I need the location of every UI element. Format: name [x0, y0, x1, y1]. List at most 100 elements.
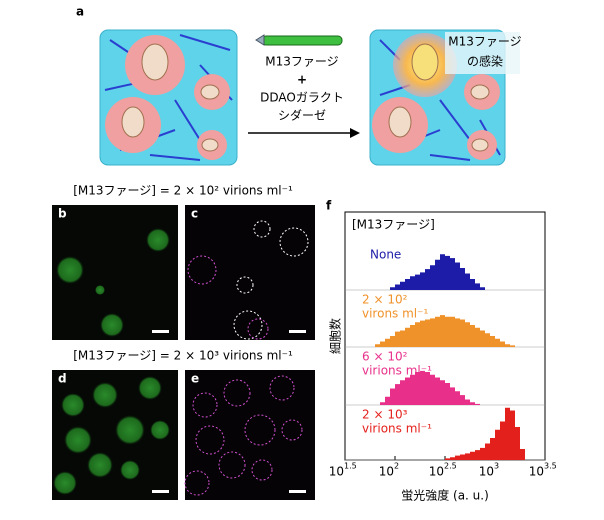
hist-bar	[410, 325, 415, 347]
hist-bar	[390, 388, 395, 405]
infection-text: M13ファージ	[448, 35, 521, 49]
hist-bar	[395, 284, 400, 290]
hist-bar	[445, 255, 450, 290]
hist-bar	[470, 451, 475, 460]
hist-bar	[490, 438, 495, 460]
panel-title: [M13ファージ] = 2 × 10² virions ml⁻¹	[73, 184, 293, 198]
hist-bar	[505, 407, 510, 460]
hist-bar	[490, 336, 495, 347]
hist-bar	[420, 272, 425, 290]
hist-bar	[455, 318, 460, 347]
hist-bar	[400, 281, 405, 290]
hist-bar	[480, 447, 485, 460]
hist-bar	[480, 287, 485, 290]
hist-bar	[395, 384, 400, 405]
hist-bar	[500, 341, 505, 347]
panel-title: [M13ファージ] = 2 × 10³ virions ml⁻¹	[73, 349, 293, 363]
hist-bar	[420, 370, 425, 405]
hist-bar	[380, 402, 385, 405]
hist-bar	[440, 380, 445, 405]
hist-bar	[435, 259, 440, 290]
hist-bar	[435, 316, 440, 347]
culture-left	[99, 29, 238, 166]
hist-bar	[495, 338, 500, 347]
hist-bar	[485, 443, 490, 460]
panel-letter: e	[191, 372, 199, 386]
reagent-text: DDAOガラクト	[260, 91, 344, 105]
hist-bar	[425, 372, 430, 405]
hist-bar	[445, 383, 450, 405]
hist-bar	[455, 262, 460, 290]
x-tick-label: 10	[479, 465, 494, 479]
hist-bar	[420, 320, 425, 347]
hist-bar	[410, 374, 415, 405]
hist-bar	[450, 387, 455, 405]
series-label: virons ml⁻¹	[362, 307, 428, 321]
hist-bar	[440, 254, 445, 290]
hist-bar	[470, 402, 475, 405]
plus-text: +	[297, 73, 307, 87]
micrograph-d	[52, 370, 178, 500]
x-tick-exponent: 2	[394, 462, 399, 471]
hist-bar	[375, 344, 380, 347]
x-tick-exponent: 1.5	[344, 462, 357, 471]
hist-bar	[460, 454, 465, 460]
micrograph-b	[52, 205, 178, 340]
hist-bar	[405, 377, 410, 405]
hist-bar	[415, 372, 420, 405]
hist-bar	[475, 450, 480, 460]
hist-bar	[430, 265, 435, 290]
hist-bar	[405, 279, 410, 290]
hist-bar	[460, 319, 465, 347]
hist-bar	[475, 283, 480, 290]
panel-letter: d	[58, 372, 67, 386]
x-tick-label: 10	[529, 465, 544, 479]
hist-bar	[475, 327, 480, 347]
hist-bar	[450, 457, 455, 460]
hist-bar	[440, 315, 445, 347]
hist-bar	[425, 269, 430, 290]
hist-bar	[505, 344, 510, 347]
infection-text: の感染	[467, 54, 503, 69]
x-axis-label: 蛍光強度 (a. u.)	[401, 488, 489, 503]
hist-bar	[515, 427, 520, 460]
hist-bar	[415, 322, 420, 347]
hist-bar	[395, 331, 400, 347]
series-label: None	[370, 248, 401, 262]
hist-bar	[495, 429, 500, 460]
x-tick-label: 10	[379, 465, 394, 479]
hist-bar	[425, 319, 430, 347]
hist-bar	[455, 391, 460, 405]
hist-bar	[475, 403, 480, 405]
reagent-text: M13ファージ	[265, 55, 338, 69]
micrograph-e	[184, 370, 315, 500]
culture-right	[369, 29, 520, 166]
hist-bar	[500, 421, 505, 460]
hist-bar	[390, 287, 395, 290]
hist-bar	[470, 325, 475, 347]
hist-bar	[385, 338, 390, 347]
hist-bar	[415, 274, 420, 290]
hist-bar	[445, 316, 450, 347]
x-tick-exponent: 3	[494, 462, 499, 471]
x-tick-label: 10	[329, 465, 344, 479]
series-label: 2 × 10²	[362, 293, 408, 307]
hist-bar	[430, 374, 435, 405]
hist-bar	[380, 341, 385, 347]
series-label: 6 × 10²	[362, 350, 408, 364]
hist-bar	[455, 455, 460, 460]
hist-bar	[465, 453, 470, 460]
hist-bar	[465, 273, 470, 290]
arrow	[248, 128, 360, 138]
hist-bar	[445, 458, 450, 460]
hist-bar	[450, 258, 455, 290]
hist-bar	[410, 276, 415, 290]
series-label: 2 × 10³	[362, 408, 408, 422]
hist-bar	[430, 318, 435, 347]
hist-bar	[520, 449, 525, 460]
hist-bar	[480, 330, 485, 347]
hist-bar	[385, 396, 390, 405]
hist-bar	[460, 395, 465, 405]
hist-bar	[450, 316, 455, 347]
